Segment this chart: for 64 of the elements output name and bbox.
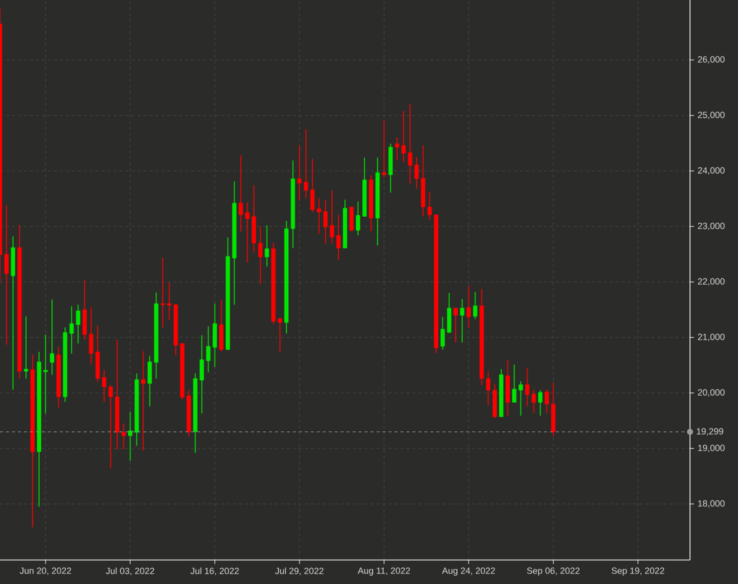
x-tick-label: Jul 16, 2022 bbox=[190, 568, 239, 576]
candlestick bbox=[212, 303, 217, 368]
candlestick bbox=[408, 103, 412, 184]
candlestick bbox=[414, 156, 419, 190]
y-tick-label: 21,000 bbox=[698, 334, 725, 342]
candlestick bbox=[89, 307, 94, 366]
y-tick-label: 23,000 bbox=[698, 222, 725, 230]
candlestick bbox=[544, 389, 549, 414]
x-tick-label: Sep 06, 2022 bbox=[527, 568, 580, 576]
candlestick bbox=[428, 192, 432, 220]
candlestick bbox=[382, 120, 386, 178]
y-tick-label: 20,000 bbox=[698, 389, 725, 397]
candlestick bbox=[43, 334, 48, 414]
candlestick bbox=[102, 369, 106, 402]
candlestick bbox=[512, 364, 516, 403]
candlestick bbox=[50, 299, 54, 376]
candlestick bbox=[122, 423, 126, 450]
candlestick bbox=[525, 368, 530, 407]
candlestick bbox=[245, 202, 250, 263]
candlestick bbox=[394, 137, 400, 160]
candlestick bbox=[316, 198, 322, 234]
candlestick bbox=[76, 304, 80, 344]
candlestick bbox=[70, 306, 74, 354]
candlestick bbox=[200, 334, 204, 414]
candlestick bbox=[297, 144, 302, 201]
x-tick-label: Jun 20, 2022 bbox=[20, 568, 72, 575]
candlestick bbox=[238, 154, 243, 232]
candlestick bbox=[454, 308, 458, 343]
candlestick bbox=[128, 411, 132, 462]
candlestick bbox=[160, 257, 165, 328]
candlestick bbox=[538, 390, 542, 416]
x-tick-label: Jul 03, 2022 bbox=[106, 568, 154, 576]
candlestick bbox=[304, 128, 308, 199]
candlestick bbox=[310, 158, 315, 212]
candlestick bbox=[473, 291, 478, 320]
y-tick-label: 18,000 bbox=[698, 500, 725, 508]
x-tick-label: Jul 29, 2022 bbox=[275, 568, 324, 576]
candlestick bbox=[167, 282, 172, 320]
candlestick bbox=[440, 316, 445, 350]
candlestick bbox=[349, 206, 354, 232]
candlestick bbox=[148, 355, 152, 407]
ref-line-label: 19,299 bbox=[696, 428, 724, 436]
candlestick bbox=[108, 384, 113, 469]
candlestick bbox=[466, 285, 471, 328]
candlestick bbox=[206, 326, 210, 373]
candlestick bbox=[24, 316, 28, 379]
candlestick bbox=[141, 350, 146, 452]
x-tick-label: Aug 24, 2022 bbox=[442, 568, 495, 576]
candlestick bbox=[278, 318, 282, 353]
y-tick-label: 25,000 bbox=[698, 112, 725, 120]
y-tick-label: 24,000 bbox=[698, 167, 725, 175]
candlestick bbox=[264, 224, 269, 267]
x-tick-label: Sep 19, 2022 bbox=[612, 568, 664, 576]
candlestick bbox=[258, 226, 262, 285]
candlestick bbox=[460, 298, 464, 343]
candlestick bbox=[401, 110, 406, 163]
y-tick-label: 26,000 bbox=[698, 56, 725, 64]
candlestick bbox=[486, 370, 490, 406]
y-tick-label: 19,000 bbox=[698, 444, 725, 452]
y-tick-label: 22,000 bbox=[698, 278, 725, 286]
candlestick bbox=[518, 380, 523, 416]
candlestick bbox=[356, 201, 360, 236]
candlestick bbox=[532, 389, 536, 414]
x-tick-label: Aug 11, 2022 bbox=[358, 568, 410, 576]
